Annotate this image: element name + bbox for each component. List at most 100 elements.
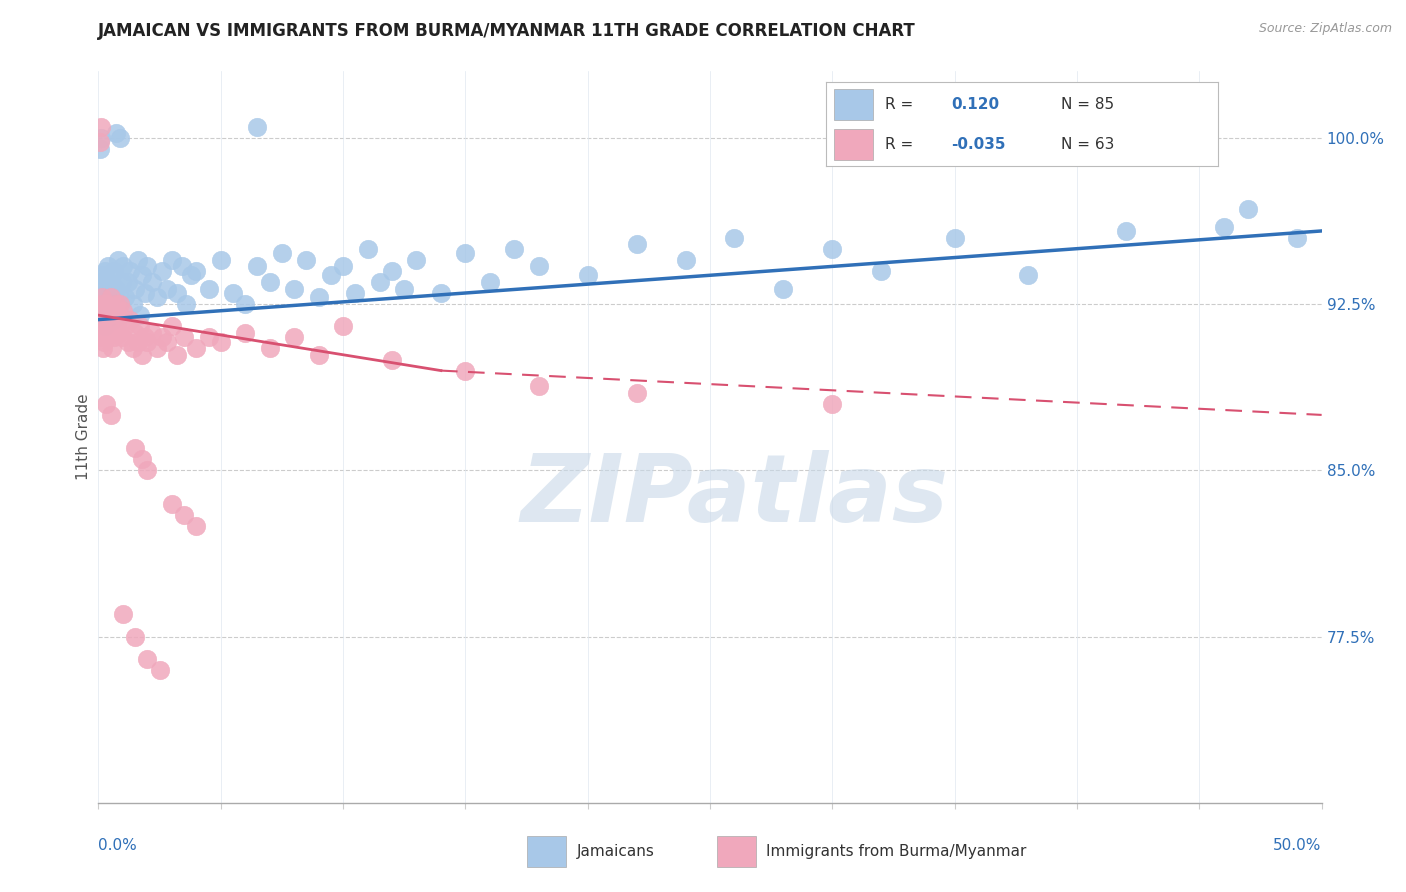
Point	[160, 497, 183, 511]
Point	[134, 285, 156, 300]
Point	[146, 290, 169, 304]
Point	[93, 334, 115, 349]
Point	[121, 297, 143, 311]
Point	[527, 260, 550, 274]
Point	[136, 334, 159, 349]
Point	[104, 127, 127, 141]
Point	[723, 230, 745, 244]
Point	[675, 252, 697, 267]
Point	[114, 290, 136, 304]
Point	[90, 290, 112, 304]
Point	[124, 630, 146, 644]
Point	[103, 330, 125, 344]
Point	[101, 268, 124, 283]
Point	[430, 285, 453, 300]
Point	[120, 312, 142, 326]
Point	[91, 275, 114, 289]
Point	[356, 242, 378, 256]
Point	[405, 252, 427, 267]
Point	[246, 260, 269, 274]
Point	[368, 275, 391, 289]
FancyBboxPatch shape	[717, 837, 756, 867]
FancyBboxPatch shape	[527, 837, 565, 867]
Point	[127, 252, 149, 267]
Point	[94, 297, 117, 311]
Point	[114, 319, 136, 334]
Point	[295, 252, 318, 267]
Text: Source: ZipAtlas.com: Source: ZipAtlas.com	[1258, 22, 1392, 36]
Point	[141, 326, 163, 340]
Point	[146, 342, 169, 356]
Point	[332, 260, 354, 274]
Point	[209, 252, 232, 267]
Point	[97, 260, 120, 274]
Point	[222, 285, 245, 300]
Point	[186, 264, 208, 278]
Point	[180, 268, 202, 283]
Point	[576, 268, 599, 283]
Point	[308, 348, 330, 362]
Point	[110, 297, 132, 311]
Point	[110, 308, 132, 322]
Text: ZIPatlas: ZIPatlas	[520, 450, 949, 541]
Point	[1237, 202, 1260, 216]
Point	[150, 264, 173, 278]
Point	[108, 326, 131, 340]
Point	[96, 290, 118, 304]
Point	[101, 342, 124, 356]
Point	[108, 285, 131, 300]
Point	[344, 285, 367, 300]
Point	[1115, 224, 1137, 238]
Point	[209, 334, 232, 349]
Point	[197, 330, 219, 344]
Point	[94, 326, 117, 340]
Point	[156, 282, 179, 296]
Point	[94, 397, 117, 411]
Point	[121, 342, 143, 356]
Point	[101, 303, 124, 318]
Point	[105, 297, 128, 311]
Point	[107, 308, 129, 322]
Point	[100, 290, 122, 304]
Point	[1286, 230, 1309, 244]
Point	[94, 319, 117, 334]
Point	[1017, 268, 1039, 283]
Point	[1212, 219, 1234, 234]
Point	[124, 282, 146, 296]
Point	[136, 651, 159, 665]
Point	[111, 275, 134, 289]
Point	[100, 303, 122, 318]
Point	[129, 308, 152, 322]
Point	[821, 397, 844, 411]
Point	[870, 264, 893, 278]
Point	[124, 326, 146, 340]
Point	[124, 441, 146, 455]
Point	[90, 120, 112, 134]
Point	[381, 352, 404, 367]
Point	[821, 242, 844, 256]
Point	[110, 131, 132, 145]
Point	[91, 308, 114, 322]
Point	[107, 252, 129, 267]
Point	[381, 264, 404, 278]
Point	[136, 463, 159, 477]
Point	[186, 342, 208, 356]
Point	[136, 260, 159, 274]
Point	[131, 268, 153, 283]
Point	[283, 330, 305, 344]
Point	[943, 230, 966, 244]
Point	[392, 282, 416, 296]
Point	[131, 452, 153, 467]
Point	[503, 242, 526, 256]
Point	[101, 312, 124, 326]
Point	[319, 268, 342, 283]
Point	[478, 275, 501, 289]
Point	[120, 264, 142, 278]
Point	[197, 282, 219, 296]
Point	[89, 136, 111, 150]
Y-axis label: 11th Grade: 11th Grade	[76, 393, 91, 481]
Point	[246, 120, 269, 134]
Point	[129, 319, 152, 334]
Point	[308, 290, 330, 304]
Point	[233, 297, 256, 311]
